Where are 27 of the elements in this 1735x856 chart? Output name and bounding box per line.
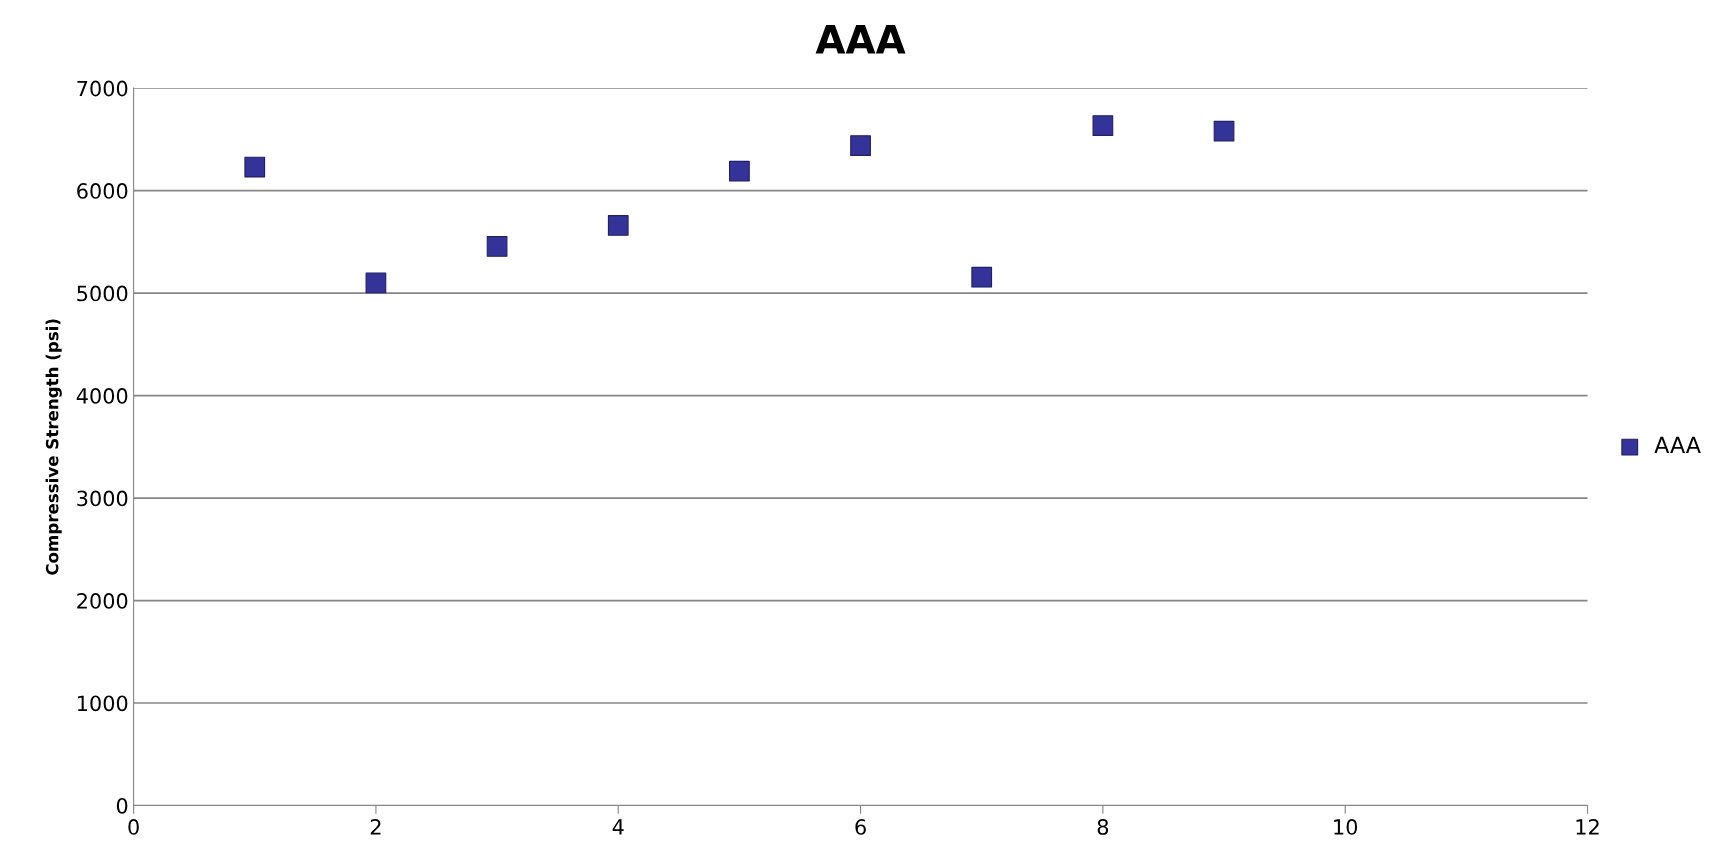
point bbox=[244, 156, 266, 178]
x-tick-label: 6 bbox=[855, 819, 866, 835]
x-tick-label: 0 bbox=[128, 819, 139, 835]
y-tick-label: 3000 bbox=[77, 490, 128, 507]
point bbox=[971, 266, 993, 288]
chart-title: AAA bbox=[815, 25, 906, 54]
x-tick-label: 8 bbox=[1097, 819, 1109, 835]
y-tick-label: 5000 bbox=[77, 285, 128, 302]
y-tick-label: 0 bbox=[116, 797, 128, 814]
point bbox=[850, 135, 871, 156]
point bbox=[607, 215, 629, 236]
y-tick-label: 6000 bbox=[77, 183, 128, 199]
legend-label: AAA bbox=[1654, 436, 1701, 453]
y-tick-label: 4000 bbox=[76, 388, 128, 404]
point bbox=[365, 272, 387, 294]
x-tick-label: 2 bbox=[370, 819, 381, 835]
y-axis-title: Compressive Strength (psi) bbox=[45, 319, 62, 575]
y-tick-label: 2000 bbox=[77, 593, 128, 609]
x-tick-label: 12 bbox=[1576, 819, 1599, 835]
x-tick-label: 4 bbox=[612, 819, 624, 835]
x-tick-label: 10 bbox=[1334, 819, 1358, 835]
point bbox=[1213, 120, 1235, 142]
y-tick-label: 7000 bbox=[77, 80, 128, 97]
point bbox=[486, 236, 508, 257]
y-tick-label: 1000 bbox=[78, 695, 128, 712]
point bbox=[1092, 115, 1114, 136]
point bbox=[729, 160, 750, 182]
